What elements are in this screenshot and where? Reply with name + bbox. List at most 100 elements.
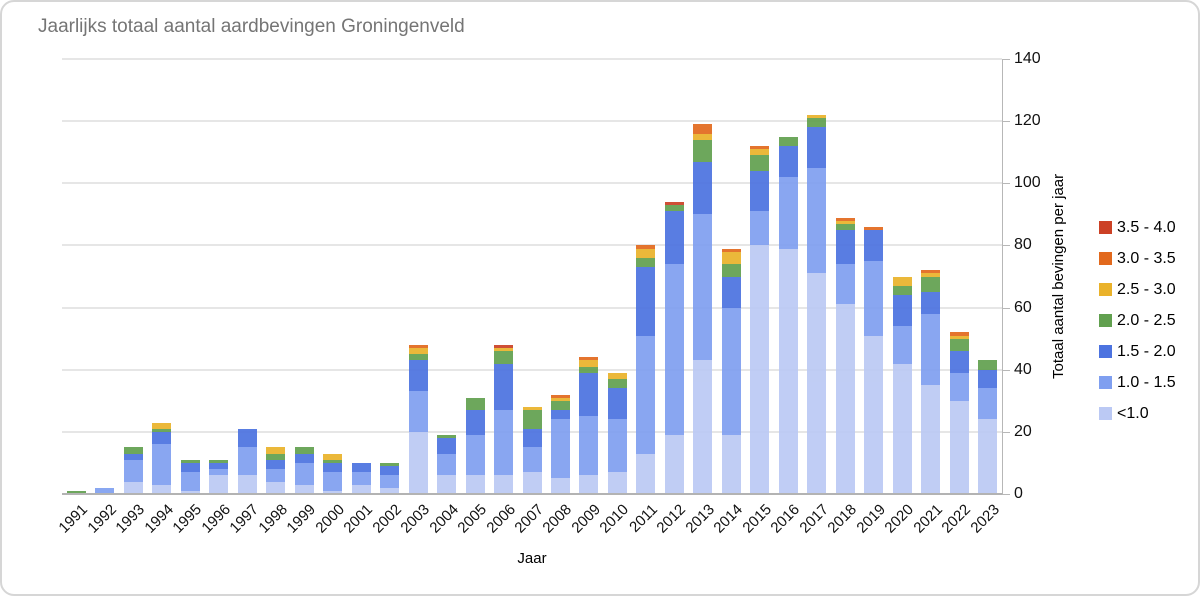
segment-2.5-3.0-2017 — [807, 114, 827, 119]
segment-1.5-2.0-2020 — [892, 295, 912, 327]
segment-1.5-2.0-2002 — [380, 466, 400, 476]
bar-1999 — [294, 447, 314, 494]
segment-1.0-1.5-2013 — [693, 214, 713, 361]
segment-1.0-1.5-1997 — [237, 447, 257, 476]
segment-2.0-2.5-2013 — [693, 139, 713, 162]
gridline-120 — [62, 120, 1002, 123]
bar-2014 — [721, 248, 741, 494]
segment-1.5-2.0-2008 — [550, 410, 570, 420]
segment-1.5-2.0-2018 — [835, 229, 855, 265]
bar-2015 — [750, 146, 770, 494]
legend-swatch-icon — [1099, 345, 1112, 358]
segment-2.0-2.5-2015 — [750, 155, 770, 171]
x-label-1997: 1997 — [226, 501, 263, 537]
bar-1991 — [66, 490, 86, 494]
x-label-2018: 2018 — [824, 501, 861, 537]
bar-2018 — [835, 217, 855, 494]
x-label-1998: 1998 — [255, 501, 291, 537]
bar-2020 — [892, 276, 912, 494]
segment-2.0-2.5-2017 — [807, 118, 827, 128]
x-label-2017: 2017 — [796, 501, 832, 537]
x-label-2006: 2006 — [482, 501, 519, 537]
segment-1.5-2.0-2009 — [579, 372, 599, 417]
segment-<1.0-2018 — [835, 304, 855, 494]
bar-1998 — [266, 447, 286, 494]
segment-<1.0-2020 — [892, 363, 912, 494]
x-label-2021: 2021 — [910, 501, 946, 537]
x-label-2008: 2008 — [539, 501, 576, 537]
x-label-2002: 2002 — [368, 501, 405, 537]
x-label-2019: 2019 — [853, 501, 889, 537]
segment-1.0-1.5-1995 — [180, 472, 200, 491]
y-tick-120 — [1003, 121, 1010, 123]
x-label-2023: 2023 — [967, 501, 1003, 537]
segment-3.0-3.5-2022 — [949, 332, 969, 336]
y-tick-label-120: 120 — [1014, 112, 1041, 130]
segment-3.5-4.0-2006 — [494, 344, 513, 348]
segment-<1.0-2023 — [978, 419, 998, 494]
x-label-2022: 2022 — [938, 501, 975, 537]
segment-<1.0-1996 — [209, 475, 229, 494]
x-label-1999: 1999 — [283, 501, 320, 537]
y-tick-label-140: 140 — [1014, 50, 1041, 67]
segment-2.0-2.5-2010 — [607, 379, 627, 389]
x-label-1994: 1994 — [141, 501, 177, 537]
bar-2006 — [494, 344, 513, 494]
gridline-100 — [62, 182, 1002, 185]
y-tick-label-80: 80 — [1014, 236, 1032, 254]
bar-1997 — [237, 428, 257, 494]
segment-1.5-2.0-2023 — [978, 369, 998, 389]
segment-2.5-3.0-2010 — [607, 372, 627, 380]
segment-1.0-1.5-2018 — [835, 264, 855, 305]
segment-<1.0-2006 — [494, 475, 513, 494]
segment-2.0-2.5-2021 — [921, 276, 941, 293]
legend-label: 2.0 - 2.5 — [1117, 311, 1176, 329]
segment-3.0-3.5-2014 — [721, 248, 741, 252]
segment-2.0-2.5-2008 — [550, 400, 570, 411]
gridline-80 — [62, 244, 1002, 247]
x-label-2011: 2011 — [626, 501, 661, 536]
segment-<1.0-2003 — [408, 431, 428, 494]
segment-3.0-3.5-2011 — [636, 245, 656, 249]
segment-1.5-2.0-1998 — [266, 459, 286, 470]
segment-2.0-2.5-2000 — [323, 459, 343, 463]
segment-1.5-2.0-1996 — [209, 462, 229, 470]
bar-2004 — [437, 434, 457, 494]
segment-<1.0-1999 — [294, 484, 314, 494]
segment-1.5-2.0-2005 — [465, 410, 485, 435]
x-label-2001: 2001 — [340, 501, 377, 537]
segment-<1.0-2016 — [778, 248, 798, 494]
y-tick-40 — [1003, 369, 1010, 371]
segment-<1.0-2014 — [721, 434, 741, 494]
segment-2.0-2.5-2012 — [664, 205, 684, 212]
segment-1.0-1.5-2001 — [351, 472, 371, 485]
segment-1.0-1.5-2010 — [607, 419, 627, 473]
bar-2010 — [607, 372, 627, 494]
segment-1.0-1.5-2005 — [465, 434, 485, 476]
x-label-2009: 2009 — [568, 501, 604, 537]
segment-1.0-1.5-2020 — [892, 326, 912, 364]
segment-2.5-3.0-1998 — [266, 447, 286, 454]
x-label-2010: 2010 — [596, 501, 633, 537]
segment-2.5-3.0-2011 — [636, 248, 656, 258]
segment-2.0-2.5-1991 — [66, 490, 86, 494]
x-label-1996: 1996 — [198, 501, 234, 537]
segment-2.0-2.5-2006 — [494, 351, 513, 364]
bar-2000 — [323, 453, 343, 494]
y-tick-0 — [1003, 494, 1010, 495]
segment-3.5-4.0-2012 — [664, 201, 684, 206]
x-label-2015: 2015 — [739, 501, 775, 537]
segment-<1.0-1994 — [152, 484, 172, 494]
segment-1.0-1.5-1994 — [152, 444, 172, 485]
segment-1.5-2.0-1995 — [180, 462, 200, 473]
segment-2.0-2.5-1994 — [152, 428, 172, 432]
segment-1.5-2.0-1993 — [123, 453, 143, 460]
bar-2017 — [807, 114, 827, 494]
legend-item-3.0-3.5: 3.0 - 3.5 — [1099, 243, 1176, 274]
segment-1.5-2.0-2013 — [693, 161, 713, 215]
segment-1.5-2.0-1999 — [294, 453, 314, 463]
segment-1.0-1.5-1996 — [209, 469, 229, 476]
x-label-2007: 2007 — [511, 501, 548, 537]
y-tick-label-100: 100 — [1014, 174, 1041, 192]
segment-1.0-1.5-2019 — [864, 260, 884, 336]
